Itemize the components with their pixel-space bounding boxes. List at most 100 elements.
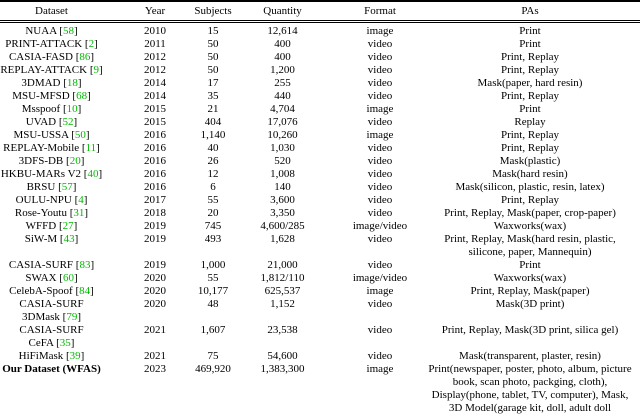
- citation-link[interactable]: 84: [79, 285, 90, 297]
- cell-pas: Mask(transparent, plaster, resin): [420, 350, 640, 363]
- cell-pas: Print, Replay: [420, 129, 640, 142]
- cell-subjects: 404: [181, 116, 245, 129]
- cell-quantity: 625,537: [245, 285, 320, 298]
- cell-pas: Mask(paper, hard resin): [420, 77, 640, 90]
- cell-quantity: 400: [245, 51, 320, 64]
- cell-subjects: 26: [181, 155, 245, 168]
- citation-link[interactable]: 20: [70, 155, 81, 167]
- cell-format: video: [320, 181, 420, 194]
- cell-dataset: CASIA-SURF [83]: [0, 259, 103, 272]
- citation-link[interactable]: 11: [86, 142, 97, 154]
- cell-quantity: 440: [245, 90, 320, 103]
- cell-quantity: 4,600/285: [245, 220, 320, 233]
- citation-link[interactable]: 52: [63, 116, 74, 128]
- citation-link[interactable]: 4: [78, 194, 84, 206]
- cell-year: 2021: [103, 350, 181, 363]
- citation-link[interactable]: 18: [67, 77, 78, 89]
- cell-dataset: SiW-M [43]: [0, 233, 103, 259]
- citation-link[interactable]: 2: [89, 38, 95, 50]
- cell-quantity: 17,076: [245, 116, 320, 129]
- column-header-subjects: Subjects: [181, 1, 245, 22]
- cell-dataset: BRSU [57]: [0, 181, 103, 194]
- cell-format: video: [320, 233, 420, 259]
- column-header-pas: PAs: [420, 1, 640, 22]
- citation-link[interactable]: 57: [62, 181, 73, 193]
- citation-link[interactable]: 39: [70, 350, 81, 362]
- cell-year: 2017: [103, 194, 181, 207]
- citation-link[interactable]: 40: [87, 168, 98, 180]
- citation-link[interactable]: 58: [63, 25, 74, 37]
- cell-quantity: 3,600: [245, 194, 320, 207]
- cell-year: 2012: [103, 64, 181, 77]
- cell-dataset: REPLAY-ATTACK [9]: [0, 64, 103, 77]
- cell-format: video: [320, 38, 420, 51]
- citation-link[interactable]: 31: [73, 207, 84, 219]
- cell-year: 2019: [103, 233, 181, 259]
- cell-quantity: 255: [245, 77, 320, 90]
- cell-subjects: 50: [181, 38, 245, 51]
- citation-link[interactable]: 27: [63, 220, 74, 232]
- cell-pas: Print, Replay: [420, 90, 640, 103]
- cell-pas: Print, Replay, Mask(paper, crop-paper): [420, 207, 640, 220]
- cell-quantity: 3,350: [245, 207, 320, 220]
- citation-link[interactable]: 86: [79, 51, 90, 63]
- citation-link[interactable]: 43: [64, 233, 75, 245]
- cell-format: video: [320, 116, 420, 129]
- citation-link[interactable]: 35: [60, 337, 71, 349]
- cell-year: 2016: [103, 155, 181, 168]
- cell-subjects: 40: [181, 142, 245, 155]
- cell-quantity: 520: [245, 155, 320, 168]
- cell-dataset: NUAA [58]: [0, 22, 103, 39]
- cell-format: video: [320, 90, 420, 103]
- cell-pas: Mask(silicon, plastic, resin, latex): [420, 181, 640, 194]
- citation-link[interactable]: 9: [93, 64, 99, 76]
- cell-year: 2021: [103, 324, 181, 350]
- cell-format: image: [320, 103, 420, 116]
- cell-quantity: 21,000: [245, 259, 320, 272]
- cell-subjects: 35: [181, 90, 245, 103]
- cell-subjects: 20: [181, 207, 245, 220]
- cell-year: 2023: [103, 363, 181, 415]
- cell-dataset: 3DMAD [18]: [0, 77, 103, 90]
- cell-year: 2018: [103, 207, 181, 220]
- citation-link[interactable]: 10: [67, 103, 78, 115]
- cell-subjects: 55: [181, 194, 245, 207]
- cell-pas: Mask(3D print): [420, 298, 640, 324]
- cell-quantity: 23,538: [245, 324, 320, 350]
- cell-year: 2015: [103, 116, 181, 129]
- cell-subjects: 55: [181, 272, 245, 285]
- cell-subjects: 15: [181, 22, 245, 39]
- cell-subjects: 17: [181, 77, 245, 90]
- cell-quantity: 1,200: [245, 64, 320, 77]
- citation-link[interactable]: 60: [63, 272, 74, 284]
- cell-quantity: 1,030: [245, 142, 320, 155]
- cell-year: 2016: [103, 181, 181, 194]
- cell-format: image: [320, 363, 420, 415]
- cell-quantity: 1,383,300: [245, 363, 320, 415]
- cell-dataset: SWAX [60]: [0, 272, 103, 285]
- citation-link[interactable]: 50: [75, 129, 86, 141]
- cell-dataset: MSU-MFSD [68]: [0, 90, 103, 103]
- cell-quantity: 54,600: [245, 350, 320, 363]
- cell-format: video: [320, 350, 420, 363]
- cell-quantity: 1,152: [245, 298, 320, 324]
- cell-dataset: CelebA-Spoof [84]: [0, 285, 103, 298]
- citation-link[interactable]: 68: [76, 90, 87, 102]
- cell-subjects: 21: [181, 103, 245, 116]
- citation-link[interactable]: 79: [66, 311, 77, 323]
- citation-link[interactable]: 83: [79, 259, 90, 271]
- cell-dataset: Msspoof [10]: [0, 103, 103, 116]
- cell-dataset: UVAD [52]: [0, 116, 103, 129]
- cell-pas: Print, Replay, Mask(paper): [420, 285, 640, 298]
